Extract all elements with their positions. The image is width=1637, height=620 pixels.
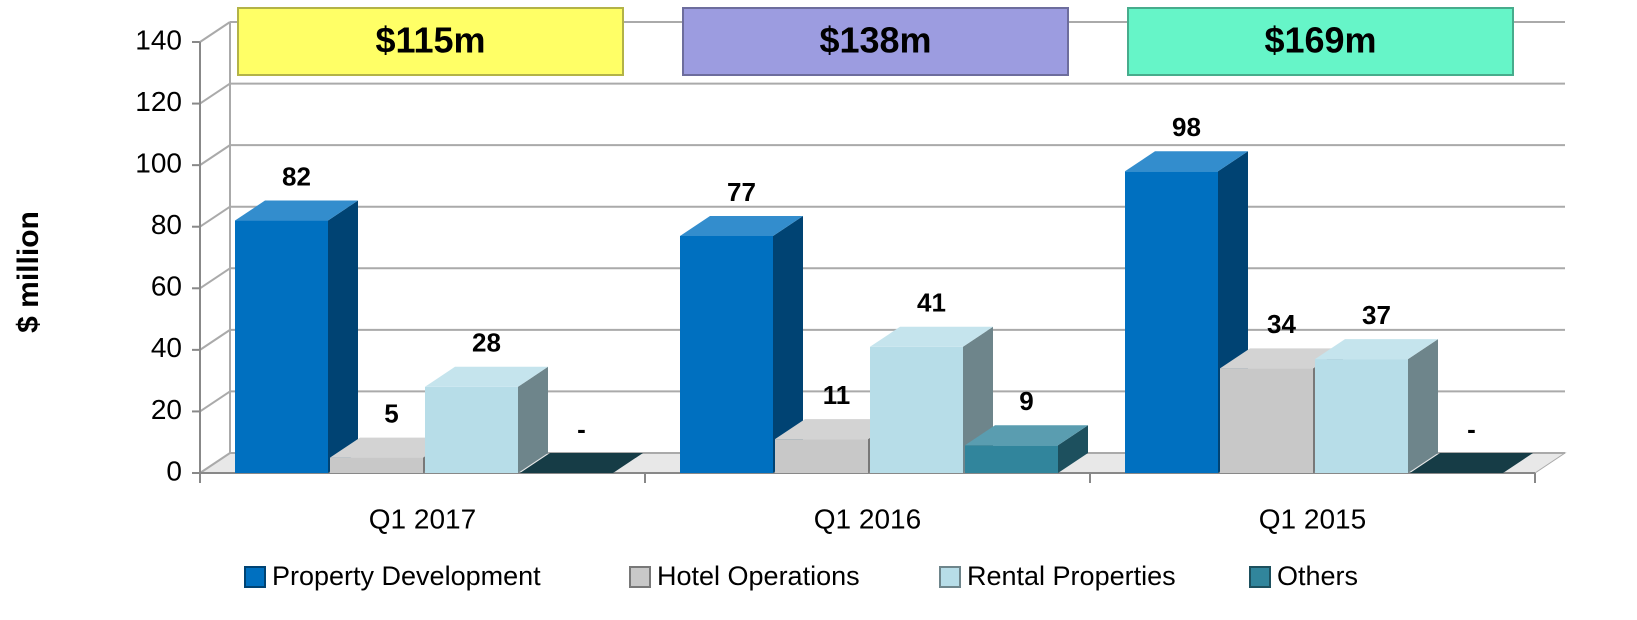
- bar-top: [965, 425, 1088, 446]
- bar-side: [1408, 339, 1438, 473]
- bar-top: [1315, 339, 1438, 360]
- bar-front: [330, 457, 423, 473]
- value-label: 28: [472, 328, 501, 358]
- bar-top: [1220, 348, 1343, 369]
- bar-top: [520, 453, 643, 473]
- bar-side: [328, 200, 358, 474]
- grid-line: [199, 267, 231, 290]
- y-tick-label: 100: [135, 148, 182, 179]
- legend-swatch: [1249, 566, 1271, 588]
- bar-front: [1125, 171, 1218, 474]
- y-tick-label: 60: [151, 271, 182, 302]
- y-axis-label: $ million: [12, 211, 45, 333]
- legend-label: Rental Properties: [967, 561, 1176, 591]
- bar-top: [425, 366, 548, 387]
- bar-front: [775, 439, 868, 473]
- value-label: -: [577, 414, 586, 444]
- legend-label: Hotel Operations: [657, 561, 860, 591]
- bar-top: [330, 437, 453, 458]
- total-banner: [682, 7, 1069, 76]
- total-label: $138m: [819, 20, 931, 61]
- bar-front: [1315, 359, 1408, 473]
- legend-label: Property Development: [272, 561, 541, 591]
- bar-front: [235, 220, 328, 473]
- grid-line: [199, 82, 231, 105]
- value-label: 41: [917, 288, 946, 318]
- legend-swatch: [629, 566, 651, 588]
- y-tick-label: 120: [135, 86, 182, 117]
- bar: [680, 215, 803, 473]
- value-label: -: [1467, 414, 1476, 444]
- value-label: 9: [1019, 386, 1033, 416]
- total-banner: [1127, 7, 1514, 76]
- total-label: $169m: [1264, 20, 1376, 61]
- bar: [1410, 453, 1533, 473]
- bar-front: [425, 386, 518, 473]
- bar-front: [680, 235, 773, 473]
- total-label: $115m: [375, 20, 485, 61]
- y-tick-label: 40: [151, 332, 182, 363]
- bar-top: [870, 326, 993, 347]
- legend-label: Others: [1277, 561, 1358, 591]
- bar-front: [870, 346, 963, 473]
- grid-line: [199, 144, 231, 166]
- bar-front: [965, 445, 1058, 473]
- bar-top: [1125, 151, 1248, 172]
- value-label: 77: [727, 177, 756, 207]
- total-banner: [237, 7, 624, 76]
- bar: [965, 425, 1088, 473]
- bar: [1315, 339, 1438, 473]
- x-tick-label: Q1 2017: [369, 503, 476, 534]
- bar: [520, 453, 643, 473]
- y-tick-label: 20: [151, 394, 182, 425]
- grid-line: [199, 205, 231, 228]
- bar: [425, 366, 548, 473]
- bar-front: [1220, 368, 1313, 473]
- value-label: 11: [823, 380, 851, 410]
- grid-line: [199, 329, 231, 351]
- bar-top: [1410, 453, 1533, 473]
- value-label: 5: [384, 398, 398, 428]
- value-label: 37: [1362, 300, 1391, 330]
- y-tick-label: 80: [151, 209, 182, 240]
- legend-swatch: [244, 566, 266, 588]
- bar-top: [235, 200, 358, 221]
- legend-swatch: [939, 566, 961, 588]
- bar-side: [518, 366, 548, 473]
- value-label: 98: [1172, 112, 1201, 142]
- y-tick-label: 0: [166, 455, 182, 486]
- bar-top: [775, 419, 898, 440]
- bar-side: [1058, 425, 1088, 473]
- value-label: 82: [282, 161, 311, 191]
- bar: [235, 200, 358, 474]
- bar-top: [680, 215, 803, 236]
- grid-line: [199, 452, 231, 474]
- x-tick-label: Q1 2016: [814, 503, 921, 534]
- x-tick-label: Q1 2015: [1259, 503, 1366, 534]
- y-tick-label: 140: [135, 24, 182, 55]
- grid-line: [199, 21, 231, 43]
- value-label: 34: [1267, 309, 1296, 339]
- grid-line: [199, 390, 231, 413]
- bar-side: [773, 215, 803, 473]
